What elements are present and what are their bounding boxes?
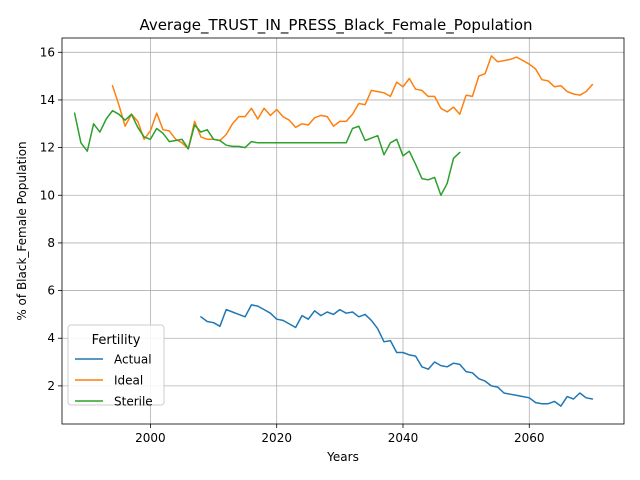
legend-box xyxy=(67,324,165,406)
series-line-actual xyxy=(200,304,594,407)
y-tick-label: 8 xyxy=(47,236,55,250)
y-tick-label: 2 xyxy=(47,379,55,393)
legend: Fertility Actual Ideal Sterile xyxy=(67,324,165,409)
y-tick-label: 6 xyxy=(47,284,55,298)
legend-label-actual: Actual xyxy=(114,353,152,367)
y-axis: 2 4 6 8 10 12 14 16 xyxy=(40,45,62,393)
legend-label-ideal: Ideal xyxy=(114,374,143,388)
plot-area xyxy=(61,37,625,425)
x-tick-label: 2040 xyxy=(388,431,419,445)
y-tick-label: 12 xyxy=(40,141,55,155)
series-lines xyxy=(73,55,594,407)
legend-label-sterile: Sterile xyxy=(114,395,153,409)
x-axis: 2000 2020 2040 2060 xyxy=(135,424,545,445)
chart-title: Average_TRUST_IN_PRESS_Black_Female_Popu… xyxy=(139,16,532,35)
y-tick-label: 16 xyxy=(40,45,55,59)
y-tick-label: 10 xyxy=(40,188,55,202)
y-tick-label: 4 xyxy=(47,331,55,345)
y-axis-label: % of Black_Female Population xyxy=(15,141,29,320)
x-tick-label: 2020 xyxy=(261,431,292,445)
series-line-sterile xyxy=(73,109,461,197)
x-tick-label: 2000 xyxy=(135,431,166,445)
series-line-ideal xyxy=(111,55,594,150)
x-axis-label: Years xyxy=(326,450,359,464)
legend-title: Fertility xyxy=(92,333,141,348)
x-tick-label: 2060 xyxy=(514,431,545,445)
y-tick-label: 14 xyxy=(40,93,55,107)
